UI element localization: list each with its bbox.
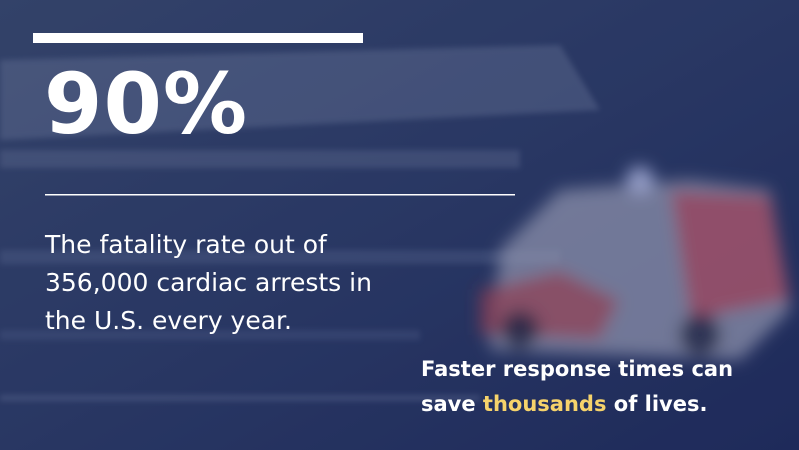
tagline-line: Faster response times can xyxy=(421,357,734,381)
tagline: Faster response times can save thousands… xyxy=(421,352,733,422)
tagline-text: of lives. xyxy=(613,392,708,416)
description-line: 356,000 cardiac arrests in xyxy=(45,268,372,297)
description-line: The fatality rate out of xyxy=(45,230,327,259)
stat-description: The fatality rate out of 356,000 cardiac… xyxy=(45,226,372,340)
description-line: the U.S. every year. xyxy=(45,306,292,335)
tagline-highlight: thousands xyxy=(482,392,607,416)
tagline-text: save xyxy=(421,392,476,416)
tagline-line: save thousands of lives. xyxy=(421,387,733,422)
accent-bar xyxy=(33,33,363,43)
stat-value: 90% xyxy=(44,55,249,153)
divider xyxy=(45,194,515,196)
